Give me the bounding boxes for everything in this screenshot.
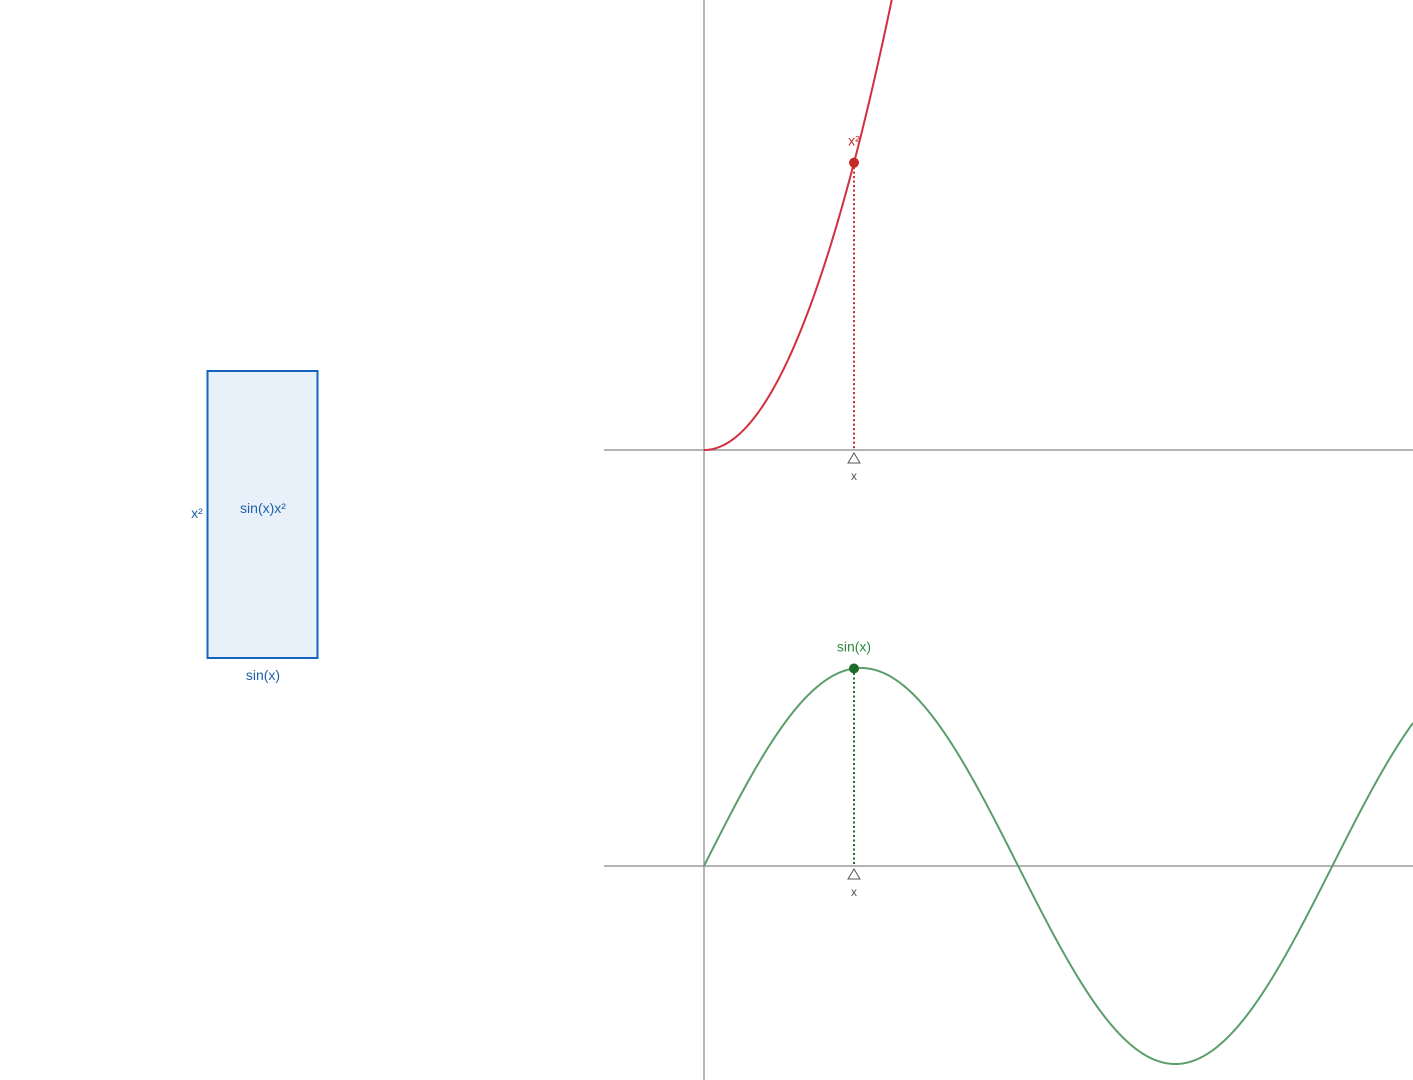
x-squared-point[interactable] <box>849 157 859 168</box>
bottom-slider-label: x <box>851 885 857 899</box>
x-squared-curve <box>703 0 893 451</box>
sine-curve <box>703 666 1413 1066</box>
triangle-up-icon[interactable] <box>847 868 861 880</box>
top-slider-label: x <box>851 469 857 483</box>
rectangle-height-label: x² <box>191 505 203 521</box>
rectangle-width-label: sin(x) <box>246 667 280 683</box>
sine-point-label: sin(x) <box>837 638 871 654</box>
bottom-graph: sin(x) x <box>604 638 1413 1066</box>
sine-point[interactable] <box>849 663 859 674</box>
area-rectangle-group: sin(x)x² x² sin(x) <box>191 370 319 683</box>
area-label: sin(x)x² <box>240 500 286 516</box>
top-graph: x² x <box>604 0 1413 1080</box>
x-squared-point-label: x² <box>848 133 860 149</box>
triangle-up-icon[interactable] <box>847 452 861 464</box>
area-rectangle[interactable] <box>206 370 319 659</box>
